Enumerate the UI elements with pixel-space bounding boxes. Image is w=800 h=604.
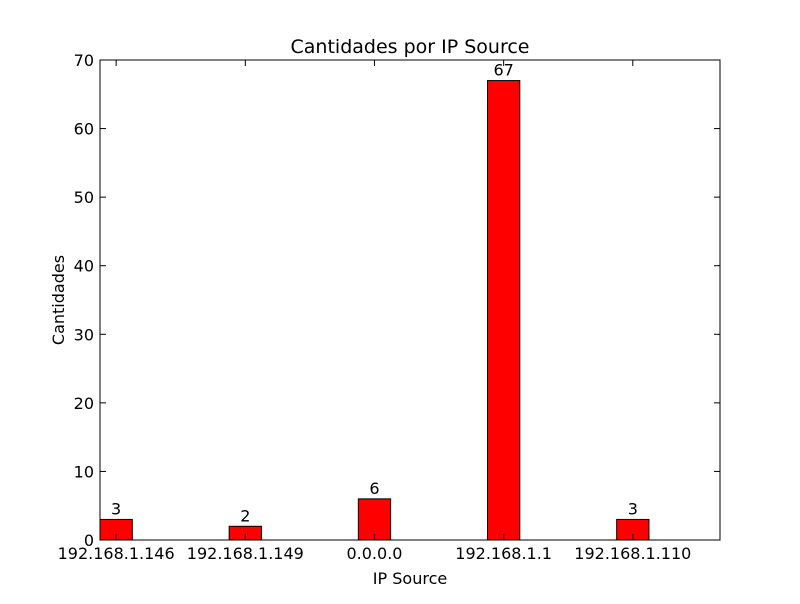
bar-3 bbox=[357, 498, 392, 541]
y-tick-label-2: 10 bbox=[74, 462, 94, 481]
x-tick-label-2: 192.168.1.149 bbox=[187, 544, 304, 563]
labels-layer: 3 192.168.1.146 2 192.168.1.149 6 0.0.0.0 67 19… bbox=[58, 51, 692, 563]
bar-4 bbox=[487, 80, 521, 541]
y-tick-label-8: 70 bbox=[74, 51, 94, 70]
chart-title: Cantidades por IP Source bbox=[291, 36, 530, 58]
y-tick-label-1: 0 bbox=[84, 531, 94, 550]
axes-frame bbox=[99, 59, 721, 541]
y-axis-label: Cantidades bbox=[49, 255, 68, 345]
x-tick-label-1: 192.168.1.146 bbox=[58, 544, 175, 563]
y-tick-label-4: 30 bbox=[74, 325, 94, 344]
x-tick-label-3: 0.0.0.0 bbox=[346, 544, 402, 563]
data-label-5: 3 bbox=[628, 499, 638, 518]
y-tick-label-6: 50 bbox=[74, 188, 94, 207]
x-axis-label: IP Source bbox=[373, 569, 447, 588]
y-tick-label-3: 20 bbox=[74, 394, 94, 413]
data-label-3: 6 bbox=[369, 479, 379, 498]
x-tick-label-5: 192.168.1.110 bbox=[574, 544, 691, 563]
y-tick-label-5: 40 bbox=[74, 257, 94, 276]
y-tick-label-7: 60 bbox=[74, 120, 94, 139]
data-label-2: 2 bbox=[240, 506, 250, 525]
data-label-4: 67 bbox=[493, 61, 513, 80]
data-label-1: 3 bbox=[111, 499, 121, 518]
x-tick-label-4: 192.168.1.1 bbox=[455, 544, 552, 563]
